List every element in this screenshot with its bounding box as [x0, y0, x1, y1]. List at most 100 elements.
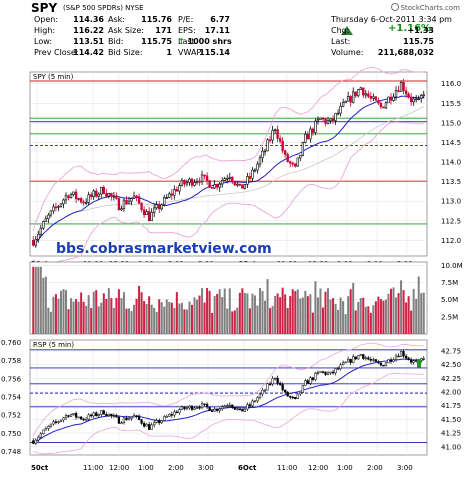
rsp-candle-body — [339, 364, 342, 369]
spy-candle-body — [137, 196, 141, 204]
spy-candle-body — [329, 118, 332, 121]
volume-bar — [150, 304, 153, 334]
rsp-left-tick: 0.758 — [1, 357, 21, 365]
rsp-candle-body — [132, 415, 136, 418]
rsp-candle-body — [49, 423, 53, 427]
volume-bar — [110, 298, 113, 334]
brand-label: StockCharts.com — [390, 3, 460, 12]
volume-bar — [130, 311, 133, 334]
last-up-arrow-icon: ↑ — [178, 37, 188, 46]
spy-candle-body — [62, 199, 65, 205]
rsp-candle-body — [160, 420, 163, 424]
rsp-right-tick: 41.75 — [441, 402, 461, 410]
rsp-left-tick: 0.750 — [1, 430, 21, 438]
quote-v2-row3: 1 — [166, 48, 172, 57]
volume-bar — [415, 298, 418, 334]
spy-candle-body — [95, 190, 98, 197]
rsp-candle-body — [85, 418, 88, 421]
volume-bar — [170, 302, 173, 334]
spy-candle-body — [374, 96, 378, 101]
rsp-candle-body — [359, 354, 362, 356]
spy-y-tick: 112.5 — [441, 217, 461, 225]
volume-bar — [223, 288, 226, 334]
volume-bar — [384, 299, 387, 334]
volume-bar — [362, 297, 365, 334]
rsp-candle-body — [193, 407, 196, 410]
spy-candle-body — [387, 96, 390, 104]
volume-bar — [271, 305, 274, 334]
rsp-panel-label: RSP (5 min) — [33, 341, 74, 349]
rsp-candle-body — [344, 361, 347, 364]
rsp-left-tick: 0.760 — [1, 339, 21, 347]
spy-candle-body — [218, 183, 221, 188]
spy-candle-body — [359, 87, 362, 90]
date-time: Thursday 6-Oct-2011 3:34 pm — [331, 15, 452, 24]
spy-candle-body — [334, 113, 337, 121]
rsp-left-tick: 0.756 — [1, 375, 22, 383]
rsp-candle-body — [410, 359, 413, 363]
spy-candle-body — [281, 140, 284, 152]
rsp-candle-body — [69, 414, 73, 417]
rsp-candle-body — [135, 415, 138, 417]
rsp-candle-body — [39, 433, 42, 438]
rsp-candle-body — [389, 359, 393, 362]
volume-bar — [72, 301, 75, 334]
rsp-candle-body — [64, 415, 68, 419]
rsp-candle-body — [137, 415, 141, 420]
spy-candle-body — [203, 174, 206, 177]
rsp-candle-body — [105, 413, 108, 416]
volume-bar — [163, 306, 166, 334]
rsp-candle-body — [402, 351, 405, 357]
spy-candle-body — [341, 102, 345, 107]
quote-v4-row1: +1.33 — [407, 26, 434, 35]
rsp-right-tick: 42.00 — [441, 389, 461, 397]
rsp-lower-band — [33, 373, 424, 455]
volume-bar — [34, 266, 37, 334]
rsp-candle-body — [216, 408, 219, 411]
rsp-candle-body — [54, 421, 58, 423]
volume-bar — [422, 292, 425, 334]
volume-bar — [218, 289, 221, 334]
quote-k3-row1: EPS: — [178, 26, 196, 35]
spy-candle-body — [215, 184, 219, 188]
rsp-last-marker — [417, 359, 421, 368]
rsp-candle-body — [190, 405, 194, 410]
volume-bar — [253, 295, 256, 334]
spy-candle-body — [132, 195, 136, 199]
volume-bar — [349, 289, 352, 334]
rsp-candle-body — [117, 416, 121, 424]
quote-k4-row3: Volume: — [331, 48, 364, 57]
spy-candle-body — [289, 161, 292, 164]
spy-candle-body — [357, 89, 360, 97]
rsp-candle-body — [140, 419, 143, 424]
rsp-candle-body — [294, 397, 297, 399]
volume-bar — [143, 300, 146, 334]
spy-candle-body — [352, 91, 355, 103]
volume-bar — [115, 297, 118, 334]
spy-candle-body — [399, 82, 403, 92]
volume-bar — [125, 308, 128, 334]
rsp-candle-body — [173, 411, 176, 416]
spy-candle-body — [130, 198, 133, 202]
rsp-candle-body — [415, 360, 418, 362]
volume-bar — [264, 300, 267, 334]
volume-bar — [314, 281, 317, 334]
rsp-candle-body — [279, 382, 282, 385]
spy-candle-body — [397, 90, 400, 92]
spy-candle-body — [309, 128, 312, 140]
rsp-x-tick: 6Oct — [238, 464, 257, 472]
spy-candle-body — [346, 96, 350, 102]
spy-candle-body — [241, 184, 244, 189]
spy-y-tick: 113.5 — [441, 178, 461, 186]
spy-candle-body — [213, 184, 216, 189]
volume-bar — [135, 298, 138, 334]
rsp-candle-body — [374, 359, 378, 362]
volume-bar — [286, 308, 289, 334]
spy-candle-body — [47, 214, 50, 220]
volume-bar — [158, 299, 161, 334]
quote-k1-row3: Prev Close: — [34, 48, 79, 57]
rsp-candle-body — [97, 414, 100, 417]
rsp-upper-band — [32, 342, 424, 436]
volume-bar — [122, 292, 125, 334]
rsp-candle-body — [44, 428, 47, 431]
